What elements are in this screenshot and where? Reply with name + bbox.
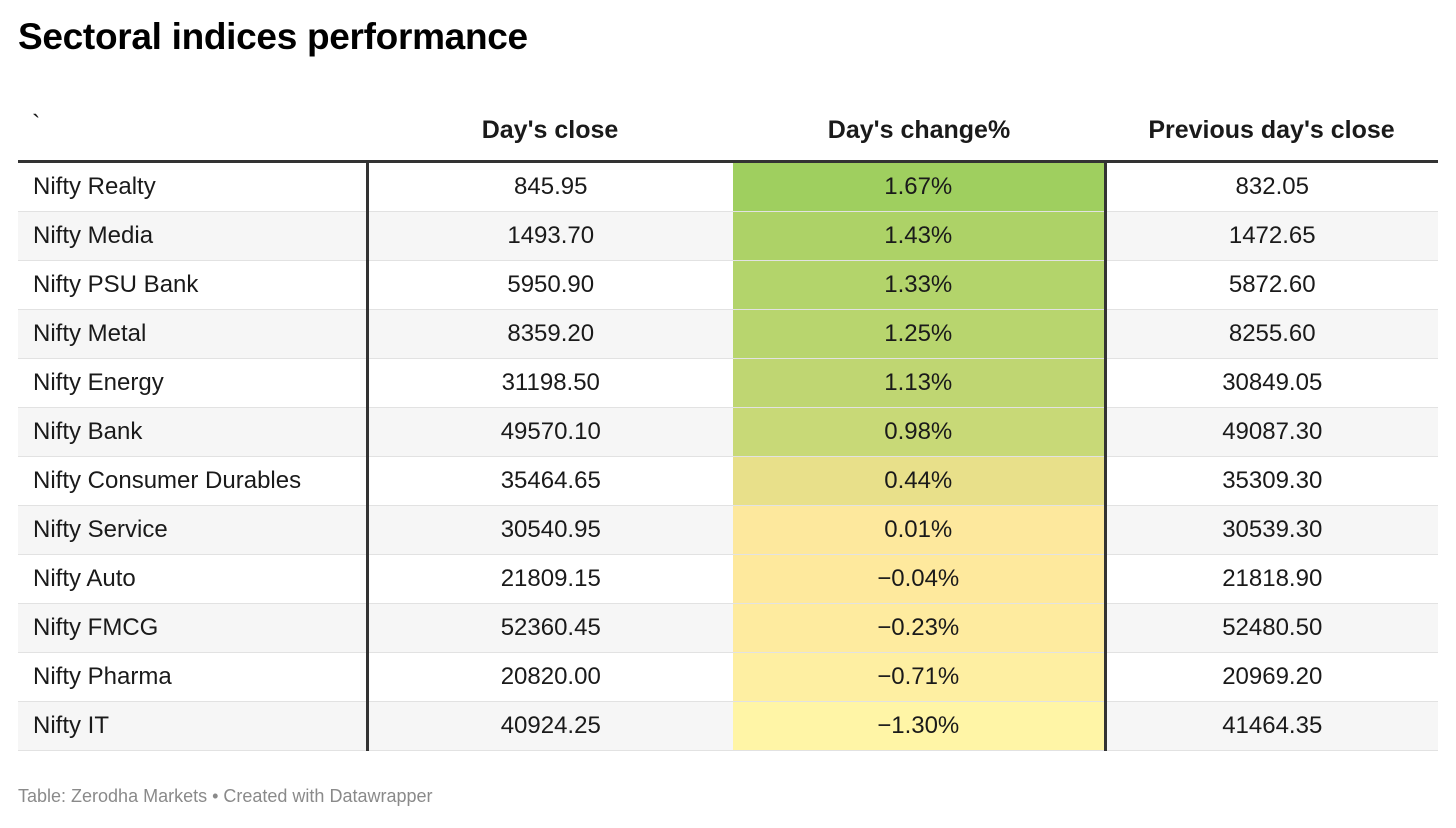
table-row: Nifty Service 30540.95 0.01% 30539.30 xyxy=(18,505,1438,555)
day-close-cell: 5950.90 xyxy=(367,260,733,310)
day-change-cell: 1.43% xyxy=(733,211,1107,261)
column-header-prev-close[interactable]: Previous day's close xyxy=(1105,100,1438,163)
day-close-cell: 1493.70 xyxy=(367,211,733,261)
prev-close-cell: 41464.35 xyxy=(1105,701,1438,751)
prev-close-cell: 832.05 xyxy=(1105,161,1438,212)
table-row: Nifty IT 40924.25 −1.30% 41464.35 xyxy=(18,701,1438,751)
day-close-cell: 21809.15 xyxy=(367,554,733,604)
day-close-cell: 31198.50 xyxy=(367,358,733,408)
table-row: Nifty Pharma 20820.00 −0.71% 20969.20 xyxy=(18,652,1438,702)
prev-close-cell: 30849.05 xyxy=(1105,358,1438,408)
table-body: Nifty Realty 845.95 1.67% 832.05 Nifty Media… xyxy=(18,161,1438,751)
day-close-cell: 845.95 xyxy=(367,161,733,212)
sector-name-cell: Nifty PSU Bank xyxy=(18,260,369,310)
header-row: ` Day's close Day's change% Previous day… xyxy=(18,100,1438,163)
day-change-cell: −0.23% xyxy=(733,603,1107,653)
day-change-cell: 1.25% xyxy=(733,309,1107,359)
day-change-cell: 1.67% xyxy=(733,161,1107,212)
sector-table-container: ` Day's close Day's change% Previous day… xyxy=(18,100,1438,751)
day-close-cell: 35464.65 xyxy=(367,456,733,506)
day-close-cell: 52360.45 xyxy=(367,603,733,653)
day-change-cell: −0.04% xyxy=(733,554,1107,604)
day-close-cell: 8359.20 xyxy=(367,309,733,359)
day-change-cell: −1.30% xyxy=(733,701,1107,751)
day-close-cell: 30540.95 xyxy=(367,505,733,555)
sector-name-cell: Nifty Realty xyxy=(18,161,369,212)
sector-name-cell: Nifty Service xyxy=(18,505,369,555)
table-row: Nifty FMCG 52360.45 −0.23% 52480.50 xyxy=(18,603,1438,653)
table-row: Nifty Energy 31198.50 1.13% 30849.05 xyxy=(18,358,1438,408)
day-change-cell: −0.71% xyxy=(733,652,1107,702)
sector-name-cell: Nifty Energy xyxy=(18,358,369,408)
table-row: Nifty PSU Bank 5950.90 1.33% 5872.60 xyxy=(18,260,1438,310)
column-header-name[interactable]: ` xyxy=(18,100,367,163)
column-header-change[interactable]: Day's change% xyxy=(733,100,1105,163)
sector-name-cell: Nifty Auto xyxy=(18,554,369,604)
table-row: Nifty Realty 845.95 1.67% 832.05 xyxy=(18,161,1438,212)
table-row: Nifty Consumer Durables 35464.65 0.44% 3530… xyxy=(18,456,1438,506)
sector-name-cell: Nifty Media xyxy=(18,211,369,261)
prev-close-cell: 21818.90 xyxy=(1105,554,1438,604)
prev-close-cell: 52480.50 xyxy=(1105,603,1438,653)
day-change-cell: 0.98% xyxy=(733,407,1107,457)
sector-name-cell: Nifty Consumer Durables xyxy=(18,456,369,506)
table-row: Nifty Media 1493.70 1.43% 1472.65 xyxy=(18,211,1438,261)
day-change-cell: 1.13% xyxy=(733,358,1107,408)
prev-close-cell: 5872.60 xyxy=(1105,260,1438,310)
sector-name-cell: Nifty Bank xyxy=(18,407,369,457)
prev-close-cell: 30539.30 xyxy=(1105,505,1438,555)
sector-name-cell: Nifty IT xyxy=(18,701,369,751)
sector-table: ` Day's close Day's change% Previous day… xyxy=(18,100,1438,751)
day-change-cell: 0.01% xyxy=(733,505,1107,555)
source-footer: Table: Zerodha Markets • Created with Da… xyxy=(18,786,433,806)
column-header-close[interactable]: Day's close xyxy=(367,100,733,163)
table-row: Nifty Auto 21809.15 −0.04% 21818.90 xyxy=(18,554,1438,604)
page-title: Sectoral indices performance xyxy=(18,16,528,57)
prev-close-cell: 20969.20 xyxy=(1105,652,1438,702)
sector-name-cell: Nifty Metal xyxy=(18,309,369,359)
prev-close-cell: 1472.65 xyxy=(1105,211,1438,261)
prev-close-cell: 35309.30 xyxy=(1105,456,1438,506)
table-row: Nifty Bank 49570.10 0.98% 49087.30 xyxy=(18,407,1438,457)
sector-name-cell: Nifty FMCG xyxy=(18,603,369,653)
day-close-cell: 49570.10 xyxy=(367,407,733,457)
prev-close-cell: 49087.30 xyxy=(1105,407,1438,457)
day-change-cell: 0.44% xyxy=(733,456,1107,506)
day-close-cell: 20820.00 xyxy=(367,652,733,702)
day-close-cell: 40924.25 xyxy=(367,701,733,751)
day-change-cell: 1.33% xyxy=(733,260,1107,310)
prev-close-cell: 8255.60 xyxy=(1105,309,1438,359)
sector-name-cell: Nifty Pharma xyxy=(18,652,369,702)
table-row: Nifty Metal 8359.20 1.25% 8255.60 xyxy=(18,309,1438,359)
